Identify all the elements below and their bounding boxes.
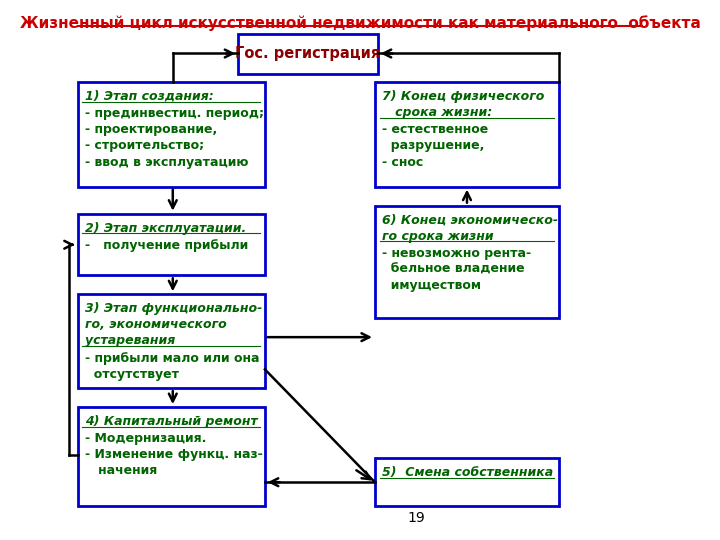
Text: -   получение прибыли: - получение прибыли — [85, 239, 248, 252]
Text: - снос: - снос — [382, 156, 423, 168]
Text: отсутствует: отсутствует — [85, 368, 179, 381]
Text: - Модернизация.: - Модернизация. — [85, 432, 206, 445]
FancyBboxPatch shape — [78, 214, 265, 275]
Text: го, экономического: го, экономического — [85, 319, 227, 332]
FancyBboxPatch shape — [238, 33, 378, 74]
Text: 5)  Смена собственника: 5) Смена собственника — [382, 466, 553, 479]
Text: - строительство;: - строительство; — [85, 139, 204, 152]
Text: 4) Капитальный ремонт: 4) Капитальный ремонт — [85, 415, 258, 428]
Text: - ввод в эксплуатацию: - ввод в эксплуатацию — [85, 156, 248, 168]
Text: срока жизни:: срока жизни: — [382, 106, 492, 119]
Text: устаревания: устаревания — [85, 334, 175, 347]
Text: 19: 19 — [408, 511, 426, 525]
Text: 2) Этап эксплуатации.: 2) Этап эксплуатации. — [85, 221, 246, 235]
Text: го срока жизни: го срока жизни — [382, 230, 494, 242]
Text: - прединвестиц. период;: - прединвестиц. период; — [85, 107, 264, 120]
Text: - Изменение функц. наз-: - Изменение функц. наз- — [85, 448, 263, 461]
FancyBboxPatch shape — [78, 407, 265, 507]
FancyBboxPatch shape — [375, 82, 559, 187]
Text: начения: начения — [85, 464, 157, 477]
Text: - проектирование,: - проектирование, — [85, 123, 217, 136]
Text: имуществом: имуществом — [382, 279, 481, 292]
Text: Жизненный цикл искусственной недвижимости как материального  объекта: Жизненный цикл искусственной недвижимост… — [19, 15, 701, 31]
Text: Гос. регистрация: Гос. регистрация — [235, 46, 381, 61]
FancyBboxPatch shape — [375, 206, 559, 319]
FancyBboxPatch shape — [78, 294, 265, 388]
Text: 3) Этап функционально-: 3) Этап функционально- — [85, 302, 262, 315]
Text: 1) Этап создания:: 1) Этап создания: — [85, 90, 214, 103]
Text: разрушение,: разрушение, — [382, 139, 485, 152]
FancyBboxPatch shape — [78, 82, 265, 187]
Text: бельное владение: бельное владение — [382, 263, 525, 276]
Text: - невозможно рента-: - невозможно рента- — [382, 247, 531, 260]
Text: - прибыли мало или она: - прибыли мало или она — [85, 352, 259, 365]
FancyBboxPatch shape — [375, 458, 559, 507]
Text: - естественное: - естественное — [382, 123, 488, 136]
Text: 6) Конец экономическо-: 6) Конец экономическо- — [382, 214, 558, 227]
Text: 7) Конец физического: 7) Конец физического — [382, 90, 544, 103]
